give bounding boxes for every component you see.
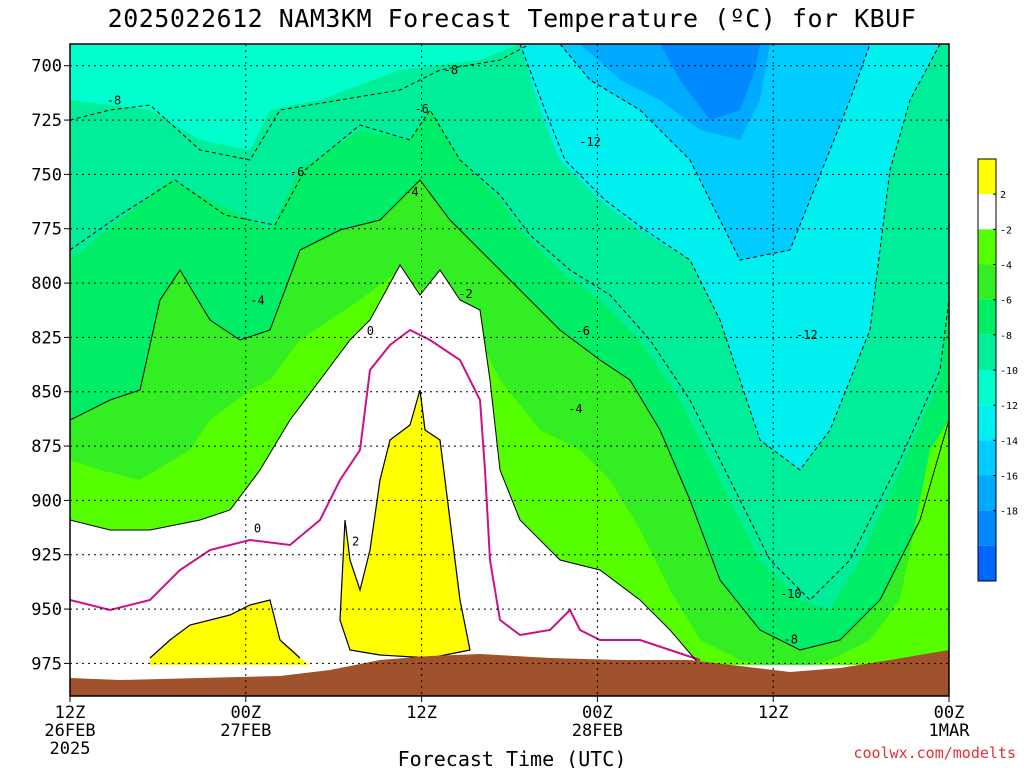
plot-frame	[69, 43, 950, 697]
contour-label: -4	[404, 185, 418, 199]
y-tick-label: 700	[31, 57, 62, 77]
y-tick-label: 875	[31, 437, 62, 457]
band-minus10	[70, 44, 520, 150]
x-tick-label: 00Z	[582, 703, 613, 723]
colorbar-label: -18	[1000, 507, 1018, 518]
contour-plus2-a	[149, 599, 301, 659]
contour-label: -4	[250, 293, 264, 307]
colorbar-frame	[977, 158, 997, 582]
freezing-line	[70, 328, 701, 661]
y-tick-label: 975	[31, 654, 62, 674]
colorbar-swatch	[978, 299, 996, 335]
contour-dashed-minus6	[70, 109, 949, 601]
contour-dashed-minus8	[70, 44, 531, 161]
x-tick-label: 12Z	[406, 703, 437, 723]
colorbar-label: -8	[1000, 331, 1012, 342]
x-tick-label: 00Z	[230, 703, 261, 723]
y-tick-label: 775	[31, 220, 62, 240]
colorbar-swatch	[978, 229, 996, 265]
y-tick-label: 950	[31, 600, 62, 620]
x-tick-label: 12Z	[758, 703, 789, 723]
band-zero	[70, 265, 949, 696]
contour-dashed-minus14	[559, 44, 871, 261]
chart-title: 2025022612 NAM3KM Forecast Temperature (…	[107, 4, 917, 33]
contour-label: -6	[414, 102, 428, 116]
contour-minus2	[70, 264, 701, 666]
contour-label: -8	[107, 94, 121, 108]
colorbar: 2 -2 -4 -6 -8 -10 -12 -14 -16 -18	[977, 158, 1018, 582]
band-minus18	[660, 44, 760, 120]
y-tick-label: 800	[31, 274, 62, 294]
y-tick-label: 725	[31, 111, 62, 131]
terrain	[70, 650, 949, 696]
y-tick-label: 925	[31, 546, 62, 566]
contour-minus4	[70, 179, 949, 651]
temperature-field	[70, 44, 949, 696]
y-tick-label: 900	[31, 491, 62, 511]
colorbar-label: -16	[1000, 472, 1018, 483]
contour-label: -8	[444, 63, 458, 77]
x-tick-label: 00Z	[934, 703, 965, 723]
y-tick-label: 825	[31, 328, 62, 348]
contour-plus2-b	[339, 389, 471, 659]
contour-label: 0	[367, 324, 374, 338]
contour-label: -4	[568, 402, 582, 416]
x-tick-label: 12Z	[55, 703, 86, 723]
colorbar-swatch	[978, 194, 996, 230]
x-tick-label: 28FEB	[572, 721, 623, 741]
colorbar-swatch	[978, 405, 996, 441]
y-tick-label: 750	[31, 165, 62, 185]
colorbar-swatch	[978, 475, 996, 511]
colorbar-label: -14	[1000, 436, 1018, 447]
x-tick-label: 26FEB	[44, 721, 95, 741]
band-minus12	[520, 44, 940, 470]
contour-label: -6	[290, 165, 304, 179]
colorbar-label: -10	[1000, 366, 1018, 377]
credit-text: coolwx.com/modelts	[853, 744, 1016, 762]
contour-dashed-minus12	[519, 44, 941, 471]
x-tick-label: 27FEB	[220, 721, 271, 741]
band-minus14	[560, 44, 870, 260]
colorbar-label: -6	[1000, 296, 1012, 307]
colorbar-swatch	[978, 370, 996, 406]
colorbar-swatch	[978, 510, 996, 546]
colorbar-label: -12	[1000, 401, 1018, 412]
x-tick-label: 1MAR	[929, 721, 971, 741]
contour-label: -10	[780, 587, 802, 601]
contour-label: -12	[796, 328, 818, 342]
colorbar-swatch	[978, 334, 996, 370]
band-above2	[150, 600, 310, 665]
contour-label: -8	[784, 632, 798, 646]
colorbar-label: -2	[1000, 225, 1012, 236]
contour-label: 0	[254, 522, 261, 536]
colorbar-swatch	[978, 545, 996, 581]
y-tick-label: 850	[31, 383, 62, 403]
band-above2-b	[340, 390, 470, 658]
colorbar-swatch	[978, 159, 996, 195]
colorbar-swatch	[978, 440, 996, 476]
colorbar-label: 2	[1000, 190, 1006, 201]
y-axis: 700 725 750 775 800 825 850 875 900 925 950 975	[31, 57, 70, 674]
contour-label: -2	[458, 287, 472, 301]
contour-label: -6	[576, 324, 590, 338]
x-axis-title: Forecast Time (UTC)	[398, 747, 627, 768]
colorbar-swatch	[978, 264, 996, 300]
x-tick-label: 2025	[50, 739, 91, 759]
contour-label: -12	[579, 135, 601, 149]
contour-labels: -8 -8 -6 -12 -6 -4 -2 -4 0 -6 -12 -4 0 2 -10 -8	[107, 63, 818, 646]
colorbar-label: -4	[1000, 261, 1012, 272]
contour-label: 2	[352, 535, 359, 549]
